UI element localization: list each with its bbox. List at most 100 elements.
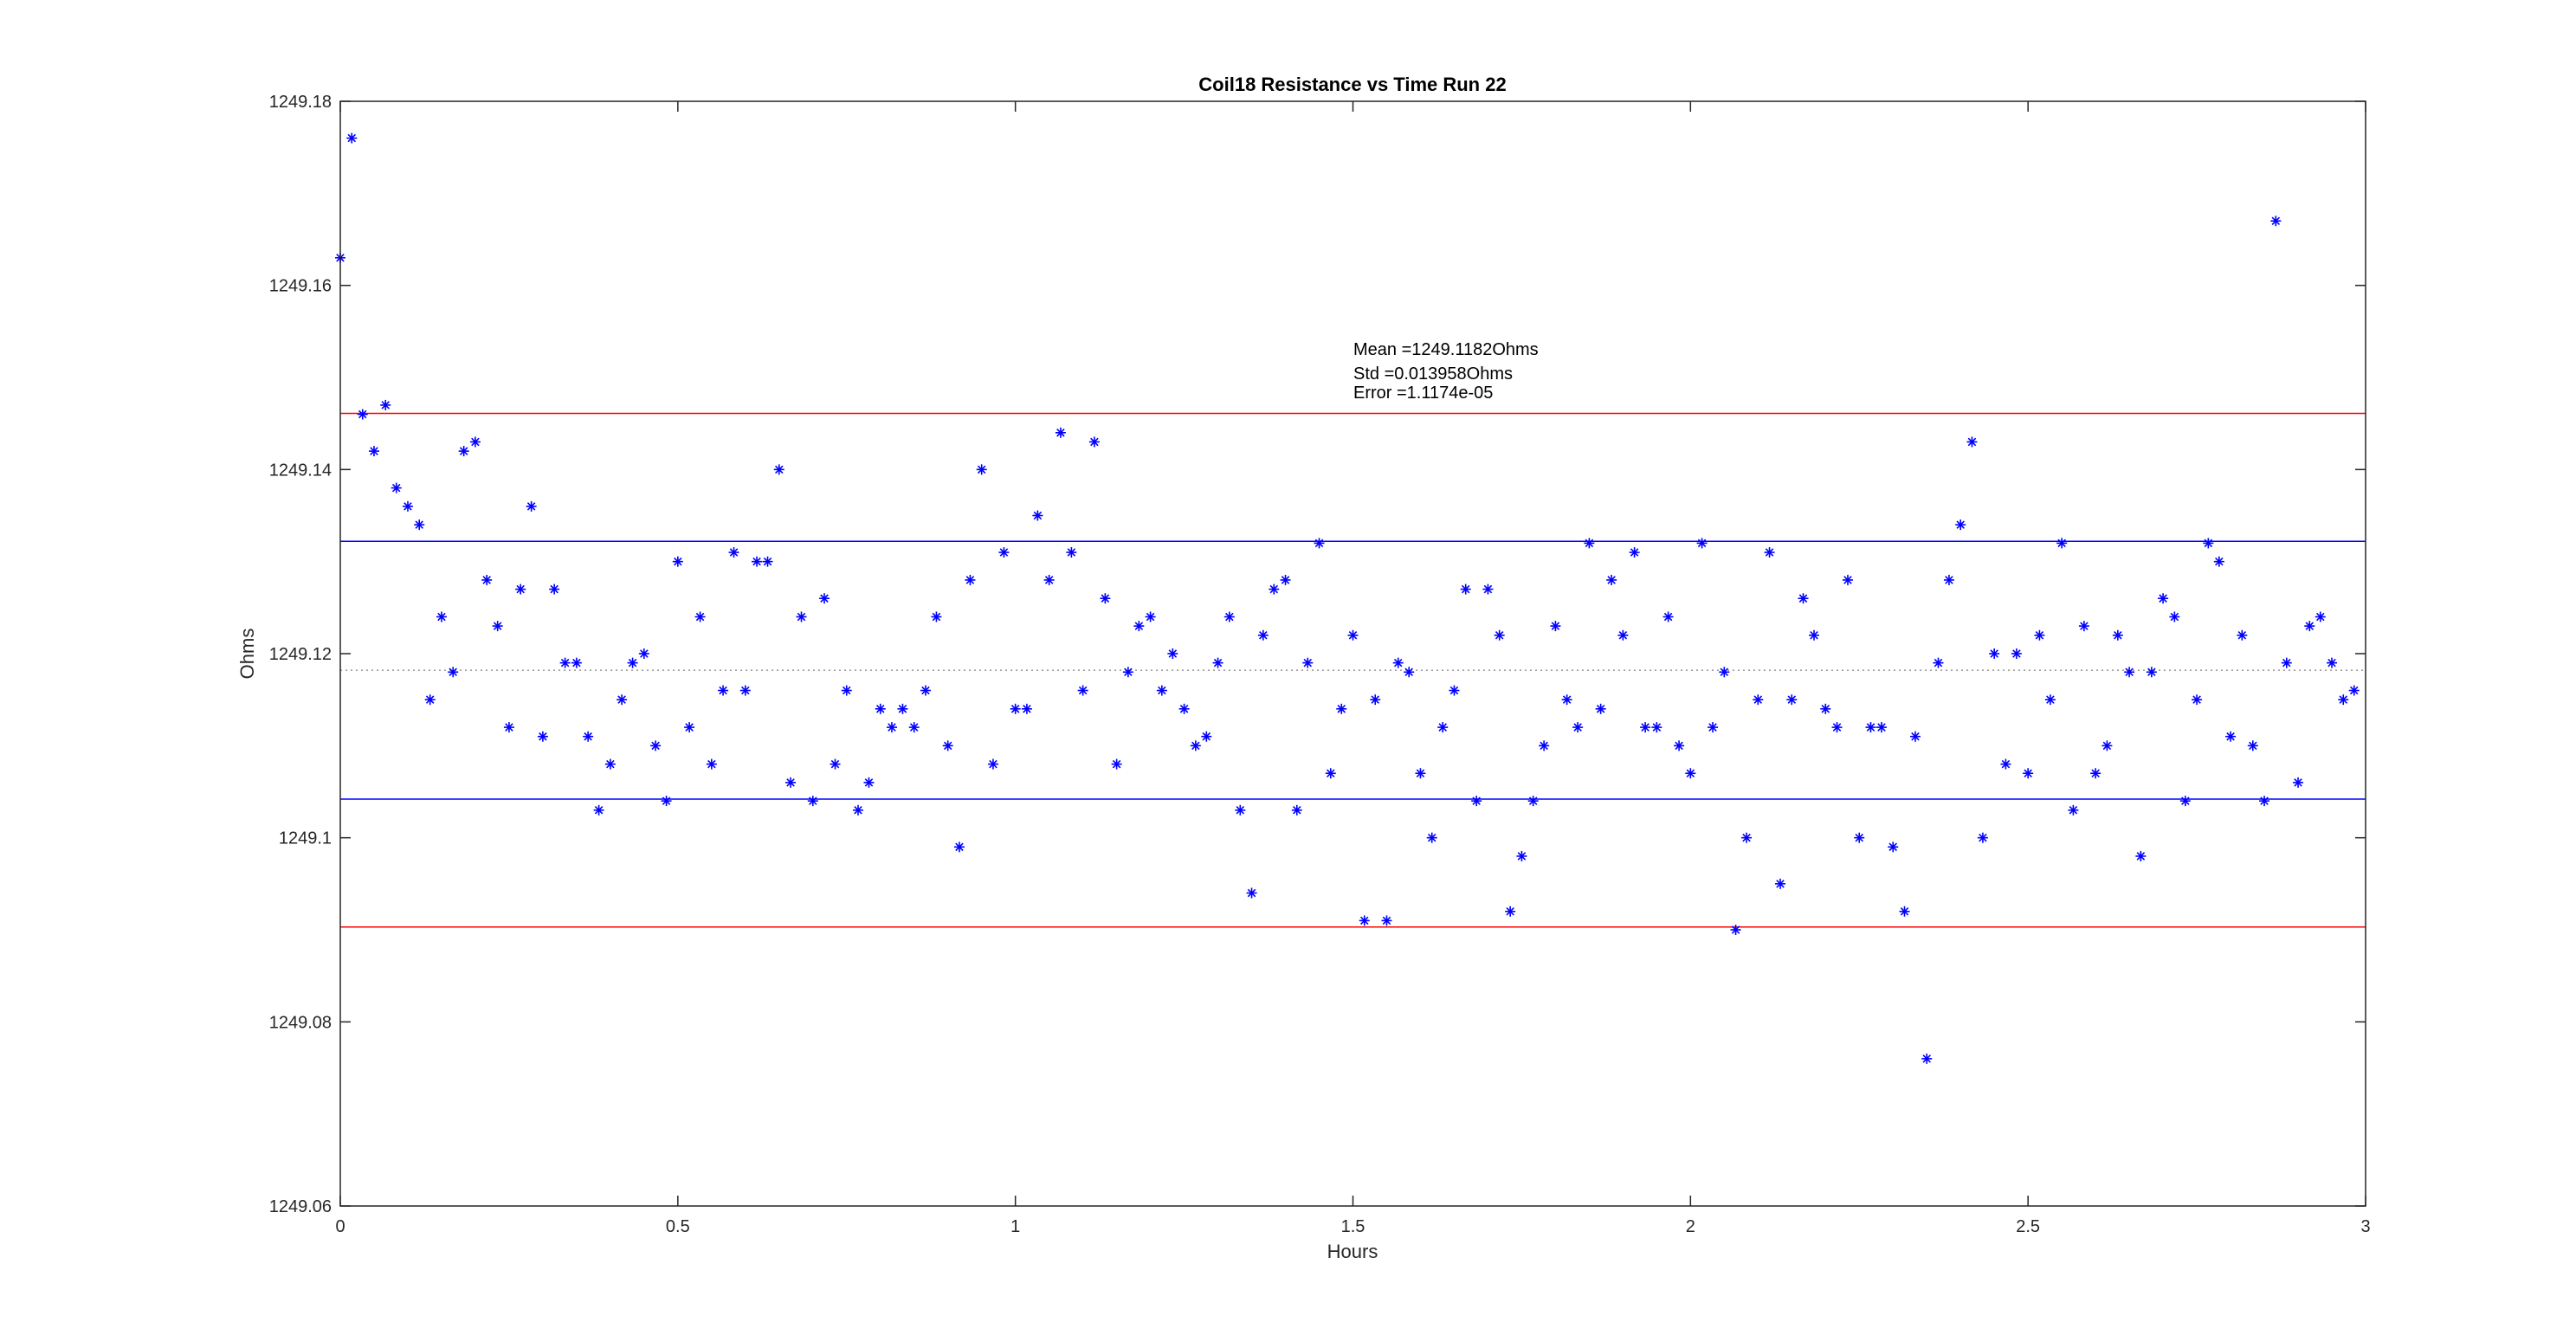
data-point bbox=[2124, 667, 2135, 678]
data-point bbox=[684, 722, 695, 733]
data-point bbox=[1314, 538, 1325, 549]
data-point bbox=[2327, 657, 2338, 668]
data-point bbox=[458, 446, 469, 457]
error-annotation: Error =1.1174e-05 bbox=[1353, 384, 1493, 403]
x-tick-label: 1 bbox=[1010, 1217, 1020, 1236]
data-point bbox=[1032, 510, 1043, 521]
x-axis-ticks: 0 0.5 1 1.5 2 2.5 3 bbox=[335, 101, 2371, 1236]
data-point bbox=[886, 722, 897, 733]
data-point bbox=[2270, 216, 2282, 227]
data-point bbox=[2011, 648, 2022, 659]
data-point bbox=[1617, 629, 1629, 641]
data-point bbox=[1527, 796, 1539, 807]
data-point bbox=[2348, 685, 2360, 696]
x-tick-label: 0.5 bbox=[666, 1217, 690, 1236]
data-point bbox=[2338, 694, 2349, 706]
data-point bbox=[853, 804, 864, 816]
reference-lines bbox=[340, 412, 2366, 928]
data-point bbox=[2259, 796, 2270, 807]
data-point bbox=[1831, 722, 1843, 733]
data-point bbox=[718, 685, 729, 696]
data-point bbox=[1640, 722, 1651, 733]
data-point bbox=[2112, 629, 2123, 641]
data-point bbox=[1043, 574, 1055, 585]
data-point bbox=[2192, 694, 2203, 706]
data-point bbox=[583, 731, 594, 742]
y-tick-label: 1249.16 bbox=[269, 277, 332, 296]
data-point bbox=[469, 436, 481, 448]
data-point bbox=[942, 740, 953, 751]
data-point bbox=[1933, 657, 1944, 668]
data-point bbox=[1280, 574, 1291, 585]
data-point bbox=[897, 703, 908, 714]
data-point bbox=[1820, 703, 1831, 714]
y-tick-label: 1249.1 bbox=[279, 829, 332, 848]
data-point bbox=[1336, 703, 1347, 714]
data-point bbox=[819, 593, 830, 604]
data-point bbox=[1909, 731, 1921, 742]
data-point bbox=[593, 804, 604, 816]
data-point bbox=[1943, 574, 1954, 585]
data-point bbox=[1077, 685, 1088, 696]
data-point bbox=[1865, 722, 1876, 733]
data-point bbox=[863, 777, 875, 788]
x-tick-label: 2.5 bbox=[2016, 1217, 2040, 1236]
data-point bbox=[1269, 584, 1280, 595]
x-tick-label: 3 bbox=[2360, 1217, 2370, 1236]
data-point bbox=[1753, 694, 1764, 706]
data-point bbox=[1775, 878, 1786, 889]
data-point bbox=[2000, 758, 2011, 770]
data-point bbox=[436, 611, 447, 622]
data-point bbox=[448, 667, 459, 678]
data-point bbox=[1257, 629, 1269, 641]
data-point bbox=[694, 611, 706, 622]
data-point bbox=[1223, 611, 1235, 622]
data-point bbox=[706, 758, 717, 770]
data-point bbox=[604, 758, 616, 770]
data-point bbox=[515, 584, 526, 595]
data-point bbox=[728, 547, 739, 558]
data-point bbox=[1437, 722, 1449, 733]
data-point bbox=[1876, 722, 1887, 733]
y-tick-label: 1249.06 bbox=[269, 1197, 332, 1216]
data-point bbox=[559, 657, 571, 668]
data-point bbox=[1100, 593, 1111, 604]
data-point bbox=[1977, 832, 1988, 843]
data-point bbox=[1111, 758, 1122, 770]
chart-title: Coil18 Resistance vs Time Run 22 bbox=[1198, 74, 1506, 95]
data-point bbox=[1842, 574, 1853, 585]
data-point bbox=[672, 556, 683, 567]
data-point bbox=[1212, 657, 1223, 668]
data-point bbox=[1651, 722, 1662, 733]
data-point bbox=[1381, 915, 1392, 926]
data-point bbox=[357, 409, 368, 420]
data-point bbox=[2293, 777, 2304, 788]
data-point bbox=[1021, 703, 1032, 714]
data-point bbox=[1696, 538, 1708, 549]
data-point bbox=[2225, 731, 2237, 742]
x-axis-label: Hours bbox=[1327, 1241, 1378, 1262]
data-point bbox=[987, 758, 998, 770]
x-tick-label: 1.5 bbox=[1341, 1217, 1365, 1236]
data-point bbox=[998, 547, 1010, 558]
data-point bbox=[2044, 694, 2056, 706]
data-point bbox=[1246, 887, 1257, 899]
data-point bbox=[1190, 740, 1201, 751]
data-point bbox=[1516, 850, 1527, 861]
data-point bbox=[1291, 804, 1302, 816]
data-point bbox=[2179, 796, 2191, 807]
data-point bbox=[481, 574, 493, 585]
data-point bbox=[976, 464, 987, 475]
data-point bbox=[1550, 621, 1561, 632]
data-point bbox=[617, 694, 628, 706]
data-point bbox=[1010, 703, 1021, 714]
data-point bbox=[346, 132, 358, 144]
data-point bbox=[1404, 667, 1415, 678]
data-point bbox=[1235, 804, 1246, 816]
data-point bbox=[526, 500, 537, 512]
data-point bbox=[2023, 768, 2034, 779]
data-point bbox=[1730, 925, 1741, 935]
data-point bbox=[841, 685, 852, 696]
data-point bbox=[368, 446, 379, 457]
